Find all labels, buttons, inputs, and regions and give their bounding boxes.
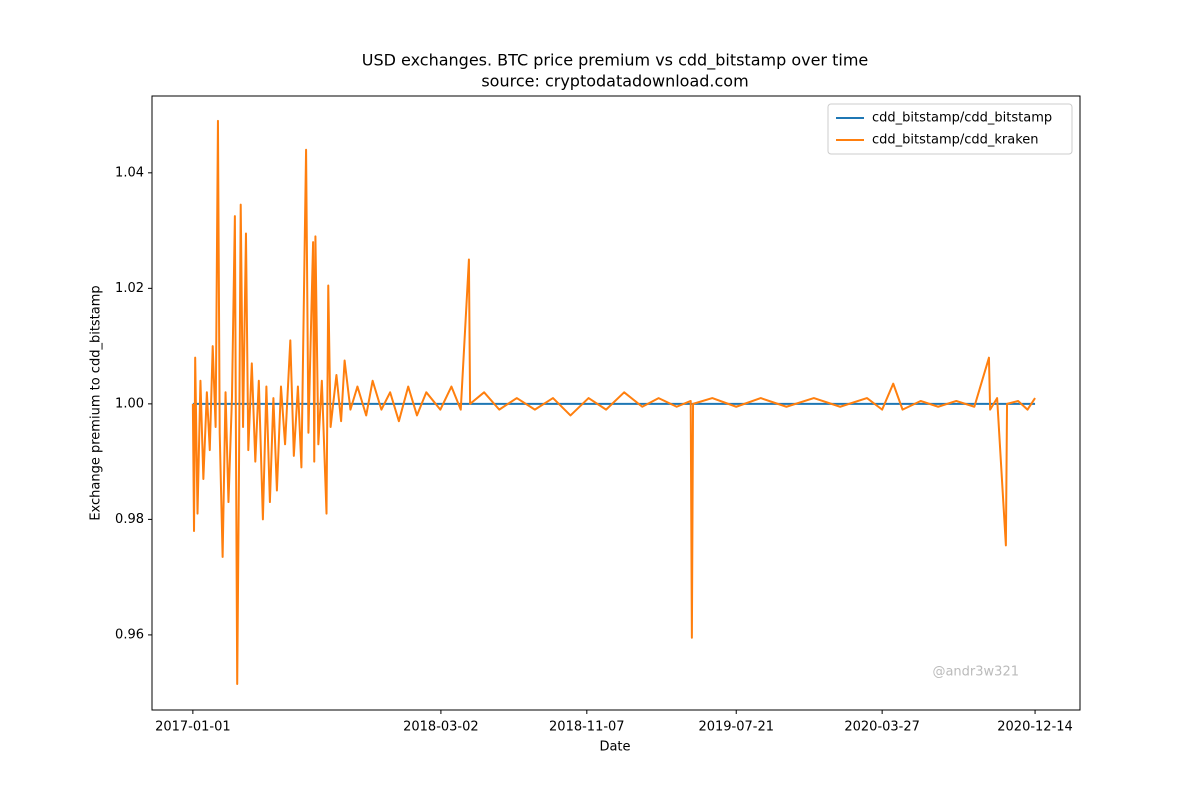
legend-box <box>827 103 1073 155</box>
series-line <box>191 119 1036 686</box>
watermark: @andr3w321 <box>932 665 1019 680</box>
x-tick-label: 2020-03-27 <box>844 720 920 735</box>
y-tick-label: 1.04 <box>115 165 144 180</box>
x-tick-label: 2017-01-01 <box>155 720 231 735</box>
y-axis-label: Exchange premium to cdd_bitstamp <box>89 285 104 520</box>
x-tick-label: 2019-07-21 <box>698 720 774 735</box>
x-tick-label: 2018-11-07 <box>549 720 625 735</box>
legend-label: cdd_bitstamp/cdd_bitstamp <box>872 111 1052 126</box>
chart-title: USD exchanges. BTC price premium vs cdd_… <box>362 51 869 71</box>
y-tick-label: 0.98 <box>115 512 144 527</box>
x-tick-label: 2020-12-14 <box>997 720 1073 735</box>
x-axis-label: Date <box>599 740 630 755</box>
chart-subtitle: source: cryptodatadownload.com <box>481 72 748 91</box>
legend-label: cdd_bitstamp/cdd_kraken <box>872 133 1039 148</box>
y-tick-label: 1.00 <box>115 396 144 411</box>
y-tick-label: 1.02 <box>115 281 144 296</box>
y-tick-label: 0.96 <box>115 627 144 642</box>
x-tick-label: 2018-03-02 <box>403 720 479 735</box>
plot-frame <box>151 95 1081 711</box>
